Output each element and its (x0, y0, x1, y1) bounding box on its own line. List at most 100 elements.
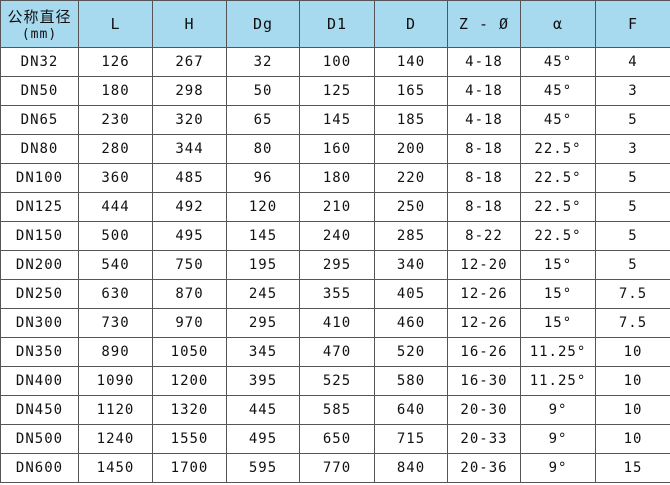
table-cell: 355 (299, 279, 375, 309)
table-cell: 11.25° (520, 366, 596, 396)
table-cell: 4-18 (447, 47, 521, 77)
table-cell: 320 (152, 105, 227, 135)
table-cell: 5 (595, 163, 670, 193)
table-cell: 15° (520, 308, 596, 338)
table-cell: 20-30 (447, 395, 521, 425)
column-header-label: Z - Ø (458, 15, 510, 33)
table-cell: 8-18 (447, 163, 521, 193)
table-cell: 410 (299, 308, 375, 338)
table-row: DN50 180 298 50 125 165 4-18 45° 3 (0, 76, 670, 106)
table-row: DN65 230 320 65 145 185 4-18 45° 5 (0, 105, 670, 135)
table-cell: 640 (374, 395, 448, 425)
table-cell: 444 (78, 192, 153, 222)
table-cell: 630 (78, 279, 153, 309)
table-cell: 500 (78, 221, 153, 251)
table-cell: 495 (226, 424, 300, 454)
table-cell: 22.5° (520, 134, 596, 164)
table-cell: 485 (152, 163, 227, 193)
table-cell: 20-36 (447, 453, 521, 483)
column-header-label: D1 (326, 15, 348, 33)
column-header: 公称直径 (mm) (0, 0, 79, 48)
column-header-label: 公称直径 (7, 8, 72, 26)
table-cell: 730 (78, 308, 153, 338)
table-cell: 22.5° (520, 163, 596, 193)
table-cell: 595 (226, 453, 300, 483)
table-cell: 7.5 (595, 279, 670, 309)
table-cell: 16-26 (447, 337, 521, 367)
table-cell: 200 (374, 134, 448, 164)
table-cell: 45° (520, 76, 596, 106)
table-cell: 1450 (78, 453, 153, 483)
table-cell: 15° (520, 279, 596, 309)
table-cell: DN125 (0, 192, 79, 222)
table-cell: DN100 (0, 163, 79, 193)
column-header-label: F (627, 15, 639, 33)
column-header: D1 (299, 0, 375, 48)
table-cell: 195 (226, 250, 300, 280)
table-cell: 12-20 (447, 250, 521, 280)
table-cell: 285 (374, 221, 448, 251)
column-header: Dg (226, 0, 300, 48)
table-cell: 970 (152, 308, 227, 338)
table-cell: 140 (374, 47, 448, 77)
table-cell: 22.5° (520, 221, 596, 251)
table-cell: 1700 (152, 453, 227, 483)
table-cell: 5 (595, 250, 670, 280)
table-cell: 3 (595, 134, 670, 164)
table-cell: 22.5° (520, 192, 596, 222)
table-row: DN150 500 495 145 240 285 8-22 22.5° 5 (0, 221, 670, 251)
table-cell: DN80 (0, 134, 79, 164)
table-cell: 520 (374, 337, 448, 367)
table-cell: 492 (152, 192, 227, 222)
column-header-label: Dg (252, 15, 274, 33)
table-cell: 8-18 (447, 192, 521, 222)
table-row: DN450 1120 1320 445 585 640 20-30 9° 10 (0, 395, 670, 425)
column-header: F (595, 0, 670, 48)
table-cell: 15° (520, 250, 596, 280)
table-cell: 5 (595, 192, 670, 222)
table-cell: 445 (226, 395, 300, 425)
table-cell: 715 (374, 424, 448, 454)
table-cell: 8-22 (447, 221, 521, 251)
column-header-label: D (405, 15, 417, 33)
table-cell: 250 (374, 192, 448, 222)
table-cell: 10 (595, 366, 670, 396)
table-cell: 9° (520, 395, 596, 425)
table-cell: 15 (595, 453, 670, 483)
table-cell: 360 (78, 163, 153, 193)
table-cell: 460 (374, 308, 448, 338)
table-cell: 45° (520, 47, 596, 77)
table-cell: 540 (78, 250, 153, 280)
column-header: D (374, 0, 448, 48)
table-cell: 525 (299, 366, 375, 396)
table-cell: 32 (226, 47, 300, 77)
column-header: α (520, 0, 596, 48)
table-cell: 405 (374, 279, 448, 309)
table-cell: 11.25° (520, 337, 596, 367)
table-cell: 295 (299, 250, 375, 280)
table-row: DN200 540 750 195 295 340 12-20 15° 5 (0, 250, 670, 280)
table-cell: 120 (226, 192, 300, 222)
table-cell: 65 (226, 105, 300, 135)
column-header-label: α (552, 15, 564, 33)
table-cell: 10 (595, 337, 670, 367)
table-cell: 165 (374, 76, 448, 106)
table-cell: 20-33 (447, 424, 521, 454)
table-cell: 220 (374, 163, 448, 193)
table-cell: DN400 (0, 366, 79, 396)
table-row: DN32 126 267 32 100 140 4-18 45° 4 (0, 47, 670, 77)
table-cell: 580 (374, 366, 448, 396)
column-header: Z - Ø (447, 0, 521, 48)
table-cell: 9° (520, 424, 596, 454)
table-cell: 185 (374, 105, 448, 135)
table-cell: 750 (152, 250, 227, 280)
table-cell: 96 (226, 163, 300, 193)
table-row: DN100 360 485 96 180 220 8-18 22.5° 5 (0, 163, 670, 193)
table-cell: 3 (595, 76, 670, 106)
table-row: DN600 1450 1700 595 770 840 20-36 9° 15 (0, 453, 670, 483)
table-cell: 1320 (152, 395, 227, 425)
table-cell: 395 (226, 366, 300, 396)
table-cell: DN150 (0, 221, 79, 251)
table-cell: 125 (299, 76, 375, 106)
table-cell: 8-18 (447, 134, 521, 164)
